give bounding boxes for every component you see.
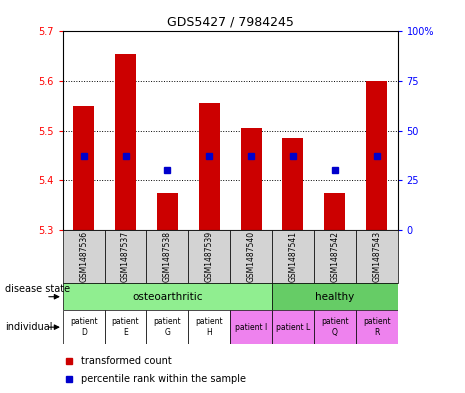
Text: patient
R: patient R	[363, 318, 391, 337]
Title: GDS5427 / 7984245: GDS5427 / 7984245	[167, 16, 293, 29]
Bar	[157, 193, 178, 230]
Bar	[115, 54, 136, 230]
Text: GSM1487537: GSM1487537	[121, 231, 130, 282]
Text: individual: individual	[5, 322, 52, 332]
Text: GSM1487539: GSM1487539	[205, 231, 214, 282]
Text: patient L: patient L	[276, 323, 310, 332]
Bar	[272, 310, 314, 344]
Bar	[63, 230, 105, 283]
Bar	[146, 230, 188, 283]
Text: patient
Q: patient Q	[321, 318, 349, 337]
Text: patient I: patient I	[235, 323, 267, 332]
Text: osteoarthritic: osteoarthritic	[132, 292, 203, 302]
Bar	[230, 310, 272, 344]
Bar	[146, 310, 188, 344]
Bar	[105, 230, 146, 283]
Text: transformed count: transformed count	[81, 356, 172, 366]
Bar	[63, 283, 272, 310]
Text: patient
G: patient G	[153, 318, 181, 337]
Bar	[356, 230, 398, 283]
Bar	[366, 81, 387, 230]
Bar	[272, 283, 398, 310]
Bar	[73, 106, 94, 230]
Bar	[63, 310, 105, 344]
Text: GSM1487540: GSM1487540	[246, 231, 256, 282]
Text: patient
H: patient H	[195, 318, 223, 337]
Bar	[199, 103, 219, 230]
Text: GSM1487541: GSM1487541	[288, 231, 298, 282]
Text: GSM1487542: GSM1487542	[330, 231, 339, 282]
Bar	[188, 230, 230, 283]
Bar	[314, 310, 356, 344]
Bar	[230, 230, 272, 283]
Bar	[356, 310, 398, 344]
Bar	[314, 230, 356, 283]
Text: patient
D: patient D	[70, 318, 98, 337]
Bar	[240, 128, 261, 230]
Bar	[324, 193, 345, 230]
Text: patient
E: patient E	[112, 318, 140, 337]
Text: GSM1487543: GSM1487543	[372, 231, 381, 282]
Text: GSM1487536: GSM1487536	[79, 231, 88, 282]
Text: disease state: disease state	[5, 284, 70, 294]
Text: percentile rank within the sample: percentile rank within the sample	[81, 374, 246, 384]
Bar	[105, 310, 146, 344]
Text: healthy: healthy	[315, 292, 354, 302]
Bar	[272, 230, 314, 283]
Bar	[282, 138, 303, 230]
Bar	[188, 310, 230, 344]
Text: GSM1487538: GSM1487538	[163, 231, 172, 282]
